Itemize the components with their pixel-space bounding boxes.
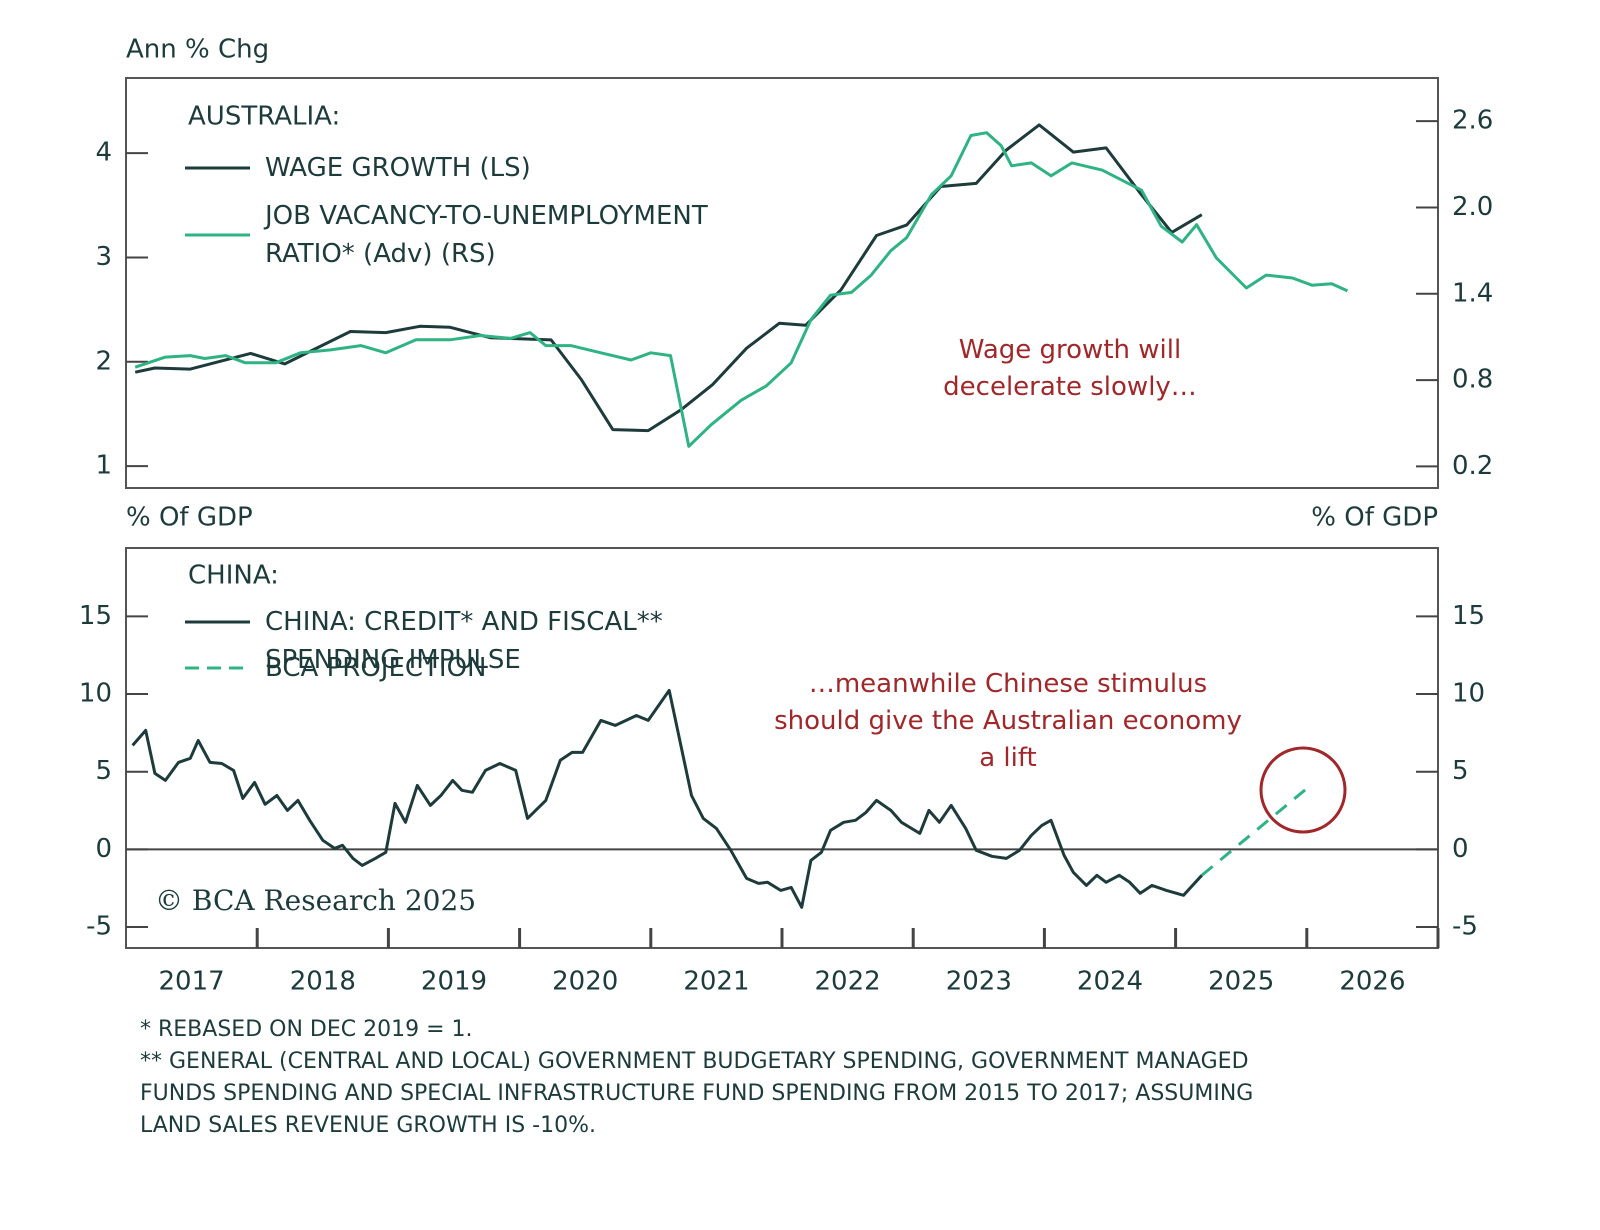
- x-tick-label: 2018: [290, 967, 356, 997]
- x-tick-label: 2024: [1077, 967, 1143, 997]
- data-line: [1200, 787, 1308, 877]
- x-tick-label: 2020: [552, 967, 618, 997]
- annotation: Wage growth will: [958, 335, 1182, 365]
- data-line: [134, 123, 1203, 433]
- y-tick-label: 15: [79, 601, 112, 631]
- source-note: © BCA Research 2025: [155, 884, 477, 917]
- y-tick-label: 4: [95, 138, 112, 168]
- y2-tick-label: 2.6: [1452, 106, 1493, 136]
- x-tick-label: 2019: [421, 967, 487, 997]
- y2-tick-label: 5: [1452, 756, 1469, 786]
- y2-tick-label: 0.2: [1452, 451, 1493, 481]
- y-tick-label: 10: [79, 679, 112, 709]
- legend-title: CHINA:: [188, 561, 279, 591]
- x-tick-label: 2025: [1208, 967, 1274, 997]
- legend-label: WAGE GROWTH (LS): [265, 153, 531, 183]
- footnote: * REBASED ON DEC 2019 = 1.: [140, 1017, 473, 1042]
- legend-label: JOB VACANCY-TO-UNEMPLOYMENT RATIO* (Adv)…: [265, 201, 708, 269]
- y2-axis-title: % Of GDP: [1311, 503, 1438, 533]
- footnote: ** GENERAL (CENTRAL AND LOCAL) GOVERNMEN…: [140, 1049, 1249, 1074]
- y-tick-label: 1: [95, 451, 112, 481]
- footnote: FUNDS SPENDING AND SPECIAL INFRASTRUCTUR…: [140, 1081, 1254, 1106]
- data-line: [131, 688, 1203, 909]
- y2-tick-label: -5: [1452, 912, 1478, 942]
- y2-tick-label: 2.0: [1452, 192, 1493, 222]
- plot-frame: [125, 77, 1439, 489]
- x-tick-label: 2022: [815, 967, 881, 997]
- y2-tick-label: 1.4: [1452, 278, 1493, 308]
- x-tick-label: 2023: [946, 967, 1012, 997]
- legend-label: CHINA: CREDIT* AND FISCAL** SPENDING IMP…: [265, 607, 663, 675]
- annotation: should give the Australian economy: [774, 706, 1242, 736]
- y-axis-title: % Of GDP: [126, 503, 253, 533]
- x-tick-label: 2017: [159, 967, 225, 997]
- y2-tick-label: 0.8: [1452, 365, 1493, 395]
- footnote: LAND SALES REVENUE GROWTH IS -10%.: [140, 1113, 596, 1138]
- y-tick-label: 5: [95, 756, 112, 786]
- x-tick-label: 2026: [1339, 967, 1405, 997]
- legend-title: AUSTRALIA:: [188, 102, 340, 132]
- y-tick-label: 3: [95, 242, 112, 272]
- legend-label: BCA PROJECTION: [265, 653, 487, 683]
- y2-tick-label: 10: [1452, 679, 1485, 709]
- y-axis-title: Ann % Chg: [126, 35, 269, 65]
- y-tick-label: -5: [86, 912, 112, 942]
- y2-tick-label: 15: [1452, 601, 1485, 631]
- y-tick-label: 0: [95, 834, 112, 864]
- annotation: …meanwhile Chinese stimulus: [808, 669, 1208, 699]
- annotation: a lift: [979, 743, 1037, 773]
- y2-tick-label: 0: [1452, 834, 1469, 864]
- annotation: decelerate slowly…: [943, 372, 1197, 402]
- highlight-circle: [1259, 746, 1347, 834]
- data-line: [134, 131, 1349, 448]
- y-tick-label: 2: [95, 346, 112, 376]
- x-tick-label: 2021: [683, 967, 749, 997]
